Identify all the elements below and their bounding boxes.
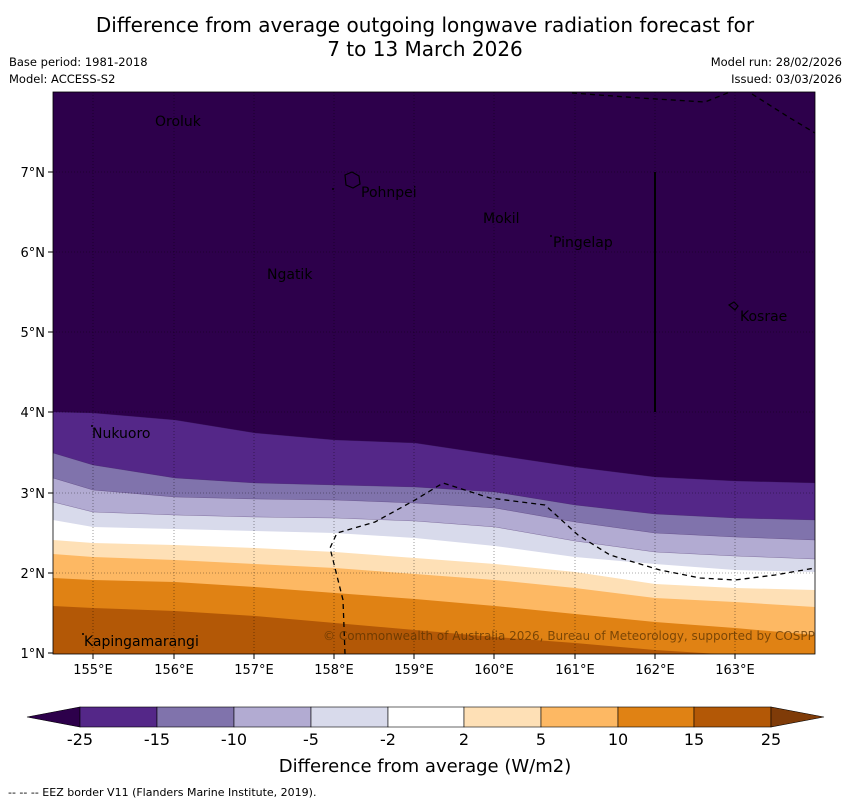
lon-label: 160°E bbox=[474, 663, 514, 678]
base-period: Base period: 1981-2018 bbox=[9, 55, 148, 69]
lat-label: 4°N bbox=[21, 406, 46, 421]
colorbar-tick: -5 bbox=[303, 730, 319, 749]
issued-date: Issued: 03/03/2026 bbox=[731, 72, 842, 86]
colorbar-tick: 10 bbox=[608, 730, 628, 749]
lon-label: 163°E bbox=[715, 663, 755, 678]
chart-title: Difference from average outgoing longwav… bbox=[0, 13, 850, 61]
model-run: Model run: 28/02/2026 bbox=[710, 55, 842, 69]
eez-footnote: -- -- -- EEZ border V11 (Flanders Marine… bbox=[8, 786, 317, 799]
place-pohnpei: Pohnpei bbox=[361, 185, 417, 201]
colorbar-seg bbox=[310, 706, 389, 728]
place-labels: Oroluk Pohnpei Mokil Pingelap Ngatik Kos… bbox=[84, 114, 787, 650]
title-line-2: 7 to 13 March 2026 bbox=[327, 37, 523, 61]
graticule bbox=[53, 92, 815, 654]
place-nukuoro: Nukuoro bbox=[92, 426, 150, 442]
place-oroluk: Oroluk bbox=[155, 114, 202, 130]
lon-axis: 155°E 156°E 157°E 158°E 159°E 160°E 161°… bbox=[73, 654, 755, 678]
colorbar-tick: 5 bbox=[536, 730, 546, 749]
colorbar-min-extend bbox=[26, 706, 81, 728]
pingelap-dot-icon bbox=[550, 235, 552, 237]
lon-label: 157°E bbox=[234, 663, 274, 678]
colorbar-tick: -2 bbox=[380, 730, 396, 749]
lon-label: 155°E bbox=[73, 663, 113, 678]
lon-label: 158°E bbox=[314, 663, 354, 678]
band-edges bbox=[53, 411, 815, 560]
colorbar-seg bbox=[387, 706, 465, 728]
meta-left: Base period: 1981-2018 Model: ACCESS-S2 bbox=[9, 54, 148, 88]
model-name: Model: ACCESS-S2 bbox=[9, 72, 116, 86]
lon-label: 162°E bbox=[635, 663, 675, 678]
colorbar-tick: 2 bbox=[459, 730, 469, 749]
eez-border bbox=[329, 92, 815, 654]
colorbar-seg bbox=[463, 706, 542, 728]
lat-label: 6°N bbox=[21, 246, 46, 261]
meta-right: Model run: 28/02/2026 Issued: 03/03/2026 bbox=[711, 54, 842, 88]
colorbar-seg bbox=[540, 706, 619, 728]
nukuoro-dot-icon bbox=[91, 425, 93, 427]
colorbar-seg bbox=[617, 706, 695, 728]
pohnpei-island-icon bbox=[344, 171, 361, 189]
ngatik-dot-icon bbox=[332, 188, 334, 190]
kosrae-island-icon bbox=[727, 301, 739, 311]
lat-axis: 7°N 6°N 5°N 4°N 3°N 2°N 1°N bbox=[21, 166, 53, 662]
copyright-text: © Commonwealth of Australia 2026, Bureau… bbox=[323, 629, 828, 643]
place-mokil: Mokil bbox=[483, 211, 520, 227]
lon-label: 161°E bbox=[555, 663, 595, 678]
anomaly-band-15-25 bbox=[53, 606, 815, 654]
place-kosrae: Kosrae bbox=[740, 309, 787, 325]
title-line-1: Difference from average outgoing longwav… bbox=[95, 13, 755, 37]
place-ngatik: Ngatik bbox=[267, 267, 313, 283]
place-dots bbox=[82, 188, 552, 635]
lon-label: 156°E bbox=[154, 663, 194, 678]
colorbar-tick: 15 bbox=[684, 730, 704, 749]
colorbar-tick: -25 bbox=[67, 730, 93, 749]
islands bbox=[344, 171, 739, 311]
colorbar-ticks: -25 -15 -10 -5 -2 2 5 10 15 25 bbox=[67, 730, 781, 749]
colorbar-seg bbox=[79, 706, 158, 728]
place-kapingamarangi: Kapingamarangi bbox=[84, 634, 199, 650]
map-area: Oroluk Pohnpei Mokil Pingelap Ngatik Kos… bbox=[53, 92, 828, 654]
colorbar-tick: -10 bbox=[221, 730, 247, 749]
lat-label: 3°N bbox=[21, 487, 46, 502]
map-frame bbox=[52, 91, 816, 655]
place-pingelap: Pingelap bbox=[553, 235, 613, 251]
colorbar-seg bbox=[233, 706, 312, 728]
lat-label: 2°N bbox=[21, 567, 46, 582]
colorbar-tick: -15 bbox=[144, 730, 170, 749]
colorbar-seg bbox=[693, 706, 772, 728]
lat-label: 5°N bbox=[21, 326, 46, 341]
lat-label: 1°N bbox=[21, 647, 46, 662]
colorbar-tick: 25 bbox=[761, 730, 781, 749]
lon-label: 159°E bbox=[394, 663, 434, 678]
colorbar-label: Difference from average (W/m2) bbox=[279, 756, 571, 777]
colorbar-max-extend bbox=[770, 706, 825, 728]
lat-label: 7°N bbox=[21, 166, 46, 181]
kapinga-dot-icon bbox=[82, 633, 84, 635]
colorbar bbox=[26, 706, 825, 728]
colorbar-seg bbox=[156, 706, 235, 728]
